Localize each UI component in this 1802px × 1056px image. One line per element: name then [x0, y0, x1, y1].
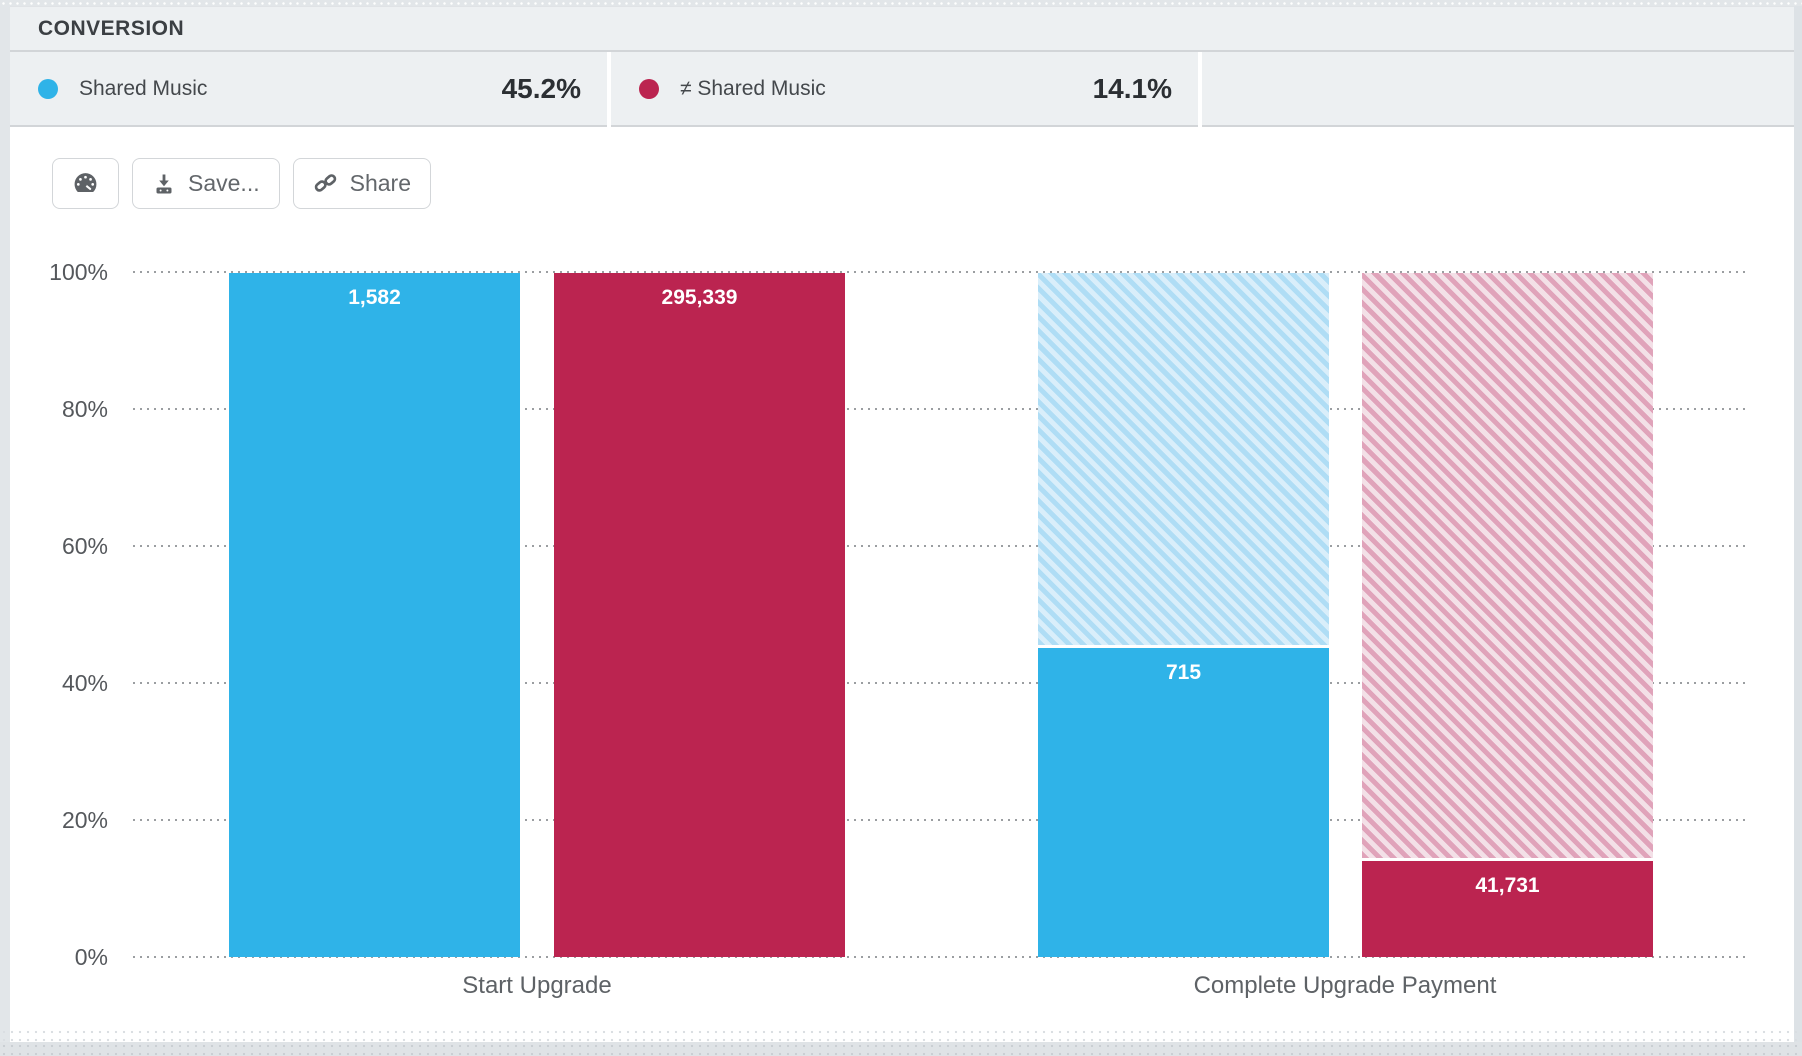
bar-segment: 41,731: [1362, 861, 1653, 957]
gridline-60%: [133, 545, 1748, 547]
y-axis-tick-label: 0%: [74, 944, 108, 970]
download-icon: [152, 172, 176, 196]
legend-item-shared-music[interactable]: Shared Music 45.2%: [10, 52, 607, 127]
bar-not-shared-music-step1[interactable]: 295,339: [554, 273, 845, 957]
legend-swatch-blue: [38, 78, 58, 99]
legend-item-not-shared-music[interactable]: ≠ Shared Music 14.1%: [611, 52, 1198, 127]
panel-title: CONVERSION: [38, 16, 185, 40]
bar-segment: 715: [1038, 648, 1329, 957]
y-axis-tick-label: 40%: [61, 670, 108, 696]
legend-swatch-red: [639, 78, 659, 99]
bar-shared-music-step1[interactable]: 1,582: [229, 273, 520, 957]
bottom-margin-strip: [0, 1042, 1802, 1056]
y-axis-tick-label: 20%: [61, 807, 108, 833]
save-button[interactable]: Save...: [132, 158, 280, 209]
bar-count-label: 715: [1165, 661, 1202, 684]
legend-conversion-value: 45.2%: [501, 72, 581, 104]
link-icon: [313, 171, 338, 196]
x-axis-category-label: Start Upgrade: [462, 972, 612, 999]
y-axis-tick-label: 60%: [61, 533, 108, 559]
legend-label: Shared Music: [79, 76, 208, 100]
drop-off-hatch: [1038, 273, 1329, 645]
legend-conversion-value: 14.1%: [1092, 72, 1172, 104]
share-button-label: Share: [349, 170, 411, 196]
y-axis-tick-label: 80%: [61, 396, 108, 422]
drop-off-hatch: [1362, 273, 1653, 858]
gridline-20%: [133, 819, 1748, 821]
x-axis-category-label: Complete Upgrade Payment: [1193, 972, 1497, 999]
y-axis-tick-label: 100%: [49, 259, 108, 285]
legend-row: Shared Music 45.2% ≠ Shared Music 14.1%: [10, 52, 1794, 127]
chart-toolbar: Save... Share: [52, 158, 431, 209]
share-button[interactable]: Share: [292, 158, 431, 209]
left-margin-strip: [0, 6, 10, 1056]
gridline-80%: [133, 408, 1748, 410]
legend-empty-cell: [1202, 52, 1794, 127]
bar-not-shared-music-step2[interactable]: 41,731: [1362, 273, 1653, 957]
bar-segment: 1,582: [229, 273, 520, 957]
footer-dots-texture: [0, 1028, 1802, 1042]
gridline-100%: [133, 271, 1748, 273]
bar-segment: 295,339: [554, 273, 845, 957]
top-margin-strip: [0, 0, 1802, 6]
gauge-view-button[interactable]: [52, 158, 119, 209]
bar-count-label: 41,731: [1475, 874, 1540, 897]
bar-shared-music-step2[interactable]: 715: [1038, 273, 1329, 957]
right-margin-strip: [1794, 6, 1802, 1056]
panel-header: CONVERSION: [10, 7, 1794, 52]
bar-count-label: 295,339: [661, 286, 738, 309]
bar-count-label: 1,582: [348, 286, 401, 309]
gridline-40%: [133, 682, 1748, 684]
gridline-0%: [133, 956, 1748, 958]
legend-label: ≠ Shared Music: [680, 76, 826, 100]
gauge-icon: [72, 170, 99, 197]
save-button-label: Save...: [188, 170, 260, 196]
